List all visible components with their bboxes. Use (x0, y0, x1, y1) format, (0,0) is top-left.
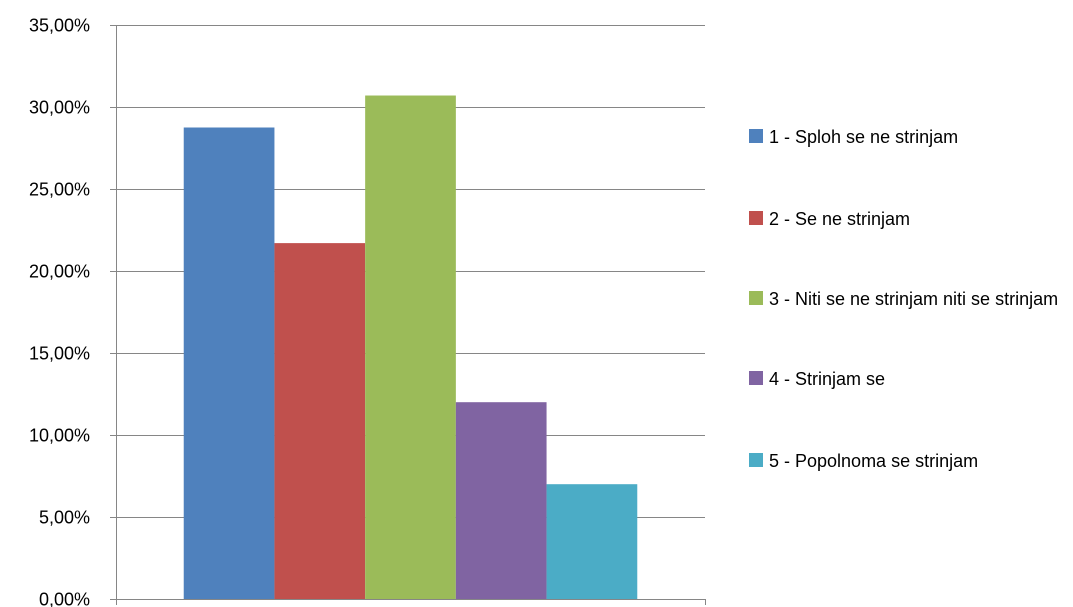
bar-series-1 (183, 127, 275, 599)
bar-series-4 (455, 402, 547, 599)
legend-label: 4 - Strinjam se (769, 369, 886, 389)
y-tick-label: 0,00% (39, 590, 90, 607)
y-tick-label: 15,00% (29, 344, 90, 364)
legend-label: 2 - Se ne strinjam (769, 209, 911, 229)
legend-item: 2 - Se ne strinjam (749, 206, 1069, 232)
y-tick-label: 20,00% (29, 262, 90, 282)
y-tick-label: 35,00% (29, 16, 90, 36)
bar-series-3 (365, 95, 456, 600)
legend-label: 3 - Niti se ne strinjam niti se strinjam (769, 289, 1059, 309)
y-tick-labels: 0,00% 5,00% 10,00% 15,00% 20,00% 25,00% 30,00%… (29, 16, 90, 607)
legend: 1 - Sploh se ne strinjam 2 - Se ne strinj… (749, 0, 1073, 607)
legend-label: 5 - Popolnoma se strinjam (769, 451, 979, 471)
y-tick-label: 5,00% (39, 508, 90, 528)
legend-swatch (749, 453, 763, 467)
bars (183, 95, 638, 600)
legend-label: 1 - Sploh se ne strinjam (769, 127, 959, 147)
legend-swatch (749, 371, 763, 385)
legend-item: 3 - Niti se ne strinjam niti se strinjam (749, 286, 1069, 312)
bar-series-5 (546, 484, 638, 599)
bar-series-2 (274, 243, 366, 599)
legend-item: 4 - Strinjam se (749, 366, 1069, 392)
legend-item: 5 - Popolnoma se strinjam (749, 448, 1069, 474)
bar-chart: 0,00% 5,00% 10,00% 15,00% 20,00% 25,00% 30,00%… (29, 16, 706, 607)
legend-swatch (749, 129, 763, 143)
y-tick-label: 25,00% (29, 180, 90, 200)
legend-swatch (749, 211, 763, 225)
axes (110, 25, 706, 605)
legend-swatch (749, 291, 763, 305)
y-tick-label: 10,00% (29, 426, 90, 446)
y-tick-label: 30,00% (29, 98, 90, 118)
legend-item: 1 - Sploh se ne strinjam (749, 124, 1069, 150)
